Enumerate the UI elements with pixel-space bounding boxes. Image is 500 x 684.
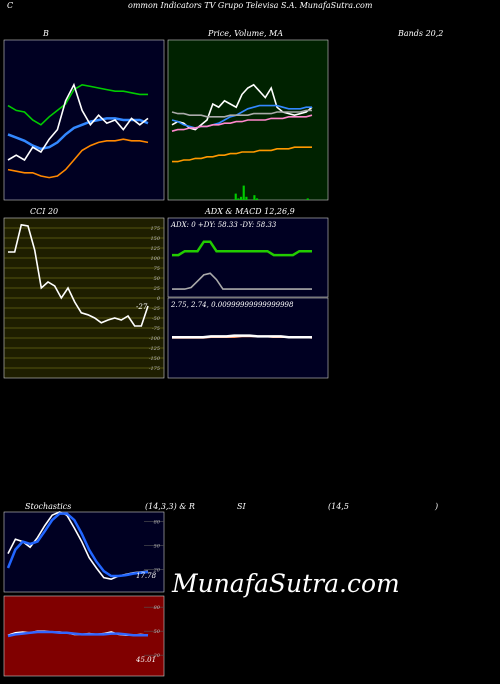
y-tick-label: 20	[153, 653, 161, 659]
label: (14,5	[328, 502, 349, 511]
y-tick-label: -25	[152, 306, 160, 312]
y-tick-label: 0	[157, 296, 161, 302]
y-tick-label: 50	[154, 276, 161, 282]
series-line	[171, 109, 312, 118]
series-line	[7, 82, 149, 162]
y-tick-label: 150	[150, 236, 160, 242]
label: B	[42, 29, 49, 38]
y-tick-label: 175	[150, 226, 160, 232]
volume-bar	[237, 198, 240, 200]
y-tick-label: 100	[150, 256, 160, 262]
watermark: MunafaSutra.com	[171, 569, 400, 598]
y-tick-label: 80	[154, 605, 161, 611]
y-tick-label: -150	[149, 356, 161, 362]
label: SI	[237, 502, 246, 511]
y-tick-label: 20	[153, 568, 161, 574]
y-tick-label: -50	[152, 316, 161, 322]
y-tick-label: 50	[154, 629, 161, 635]
y-tick-label: -75	[152, 326, 160, 332]
y-tick-label: -125	[149, 346, 160, 352]
annotation: 17.78	[136, 572, 157, 580]
y-tick-label: 50	[154, 544, 161, 550]
label: Stochastics	[25, 502, 71, 511]
volume-bar	[240, 196, 243, 200]
label: CCI 20	[30, 207, 58, 216]
y-tick-label: -100	[149, 336, 161, 342]
y-tick-label: 75	[154, 266, 160, 272]
series-line	[171, 83, 313, 131]
title-initial: C	[7, 1, 13, 10]
volume-bar	[234, 193, 237, 200]
series-line	[172, 146, 312, 163]
series-line	[6, 512, 149, 578]
label: ADX & MACD 12,26,9	[204, 207, 295, 216]
panel-bg	[167, 217, 329, 298]
volume-bar	[245, 196, 248, 200]
annotation: 45.01	[135, 656, 156, 664]
y-tick-label: 80	[154, 520, 161, 526]
label: (14,3,3) & R	[145, 502, 195, 511]
label: Bands 20,2	[397, 29, 443, 38]
series-line	[8, 223, 149, 327]
y-tick-label: 125	[150, 246, 160, 252]
annotation: ADX: 0 +DY: 58.33 -DY: 58.33	[170, 221, 277, 229]
volume-bar	[253, 195, 256, 200]
series-line	[7, 117, 149, 151]
series-line	[7, 83, 148, 126]
title: ommon Indicators TV Grupo Televisa S.A. …	[128, 1, 373, 10]
y-tick-label: 25	[153, 286, 160, 292]
series-line	[172, 334, 312, 339]
series-line	[172, 272, 312, 290]
series-line	[7, 630, 148, 638]
annotation: 2.75, 2.74, 0.00999999999999998	[170, 301, 294, 309]
label: )	[434, 502, 438, 511]
panel-bg	[3, 511, 165, 593]
series-line	[171, 114, 313, 132]
label: Price, Volume, MA	[207, 29, 283, 38]
series-line	[172, 240, 312, 257]
y-tick-label: -175	[149, 366, 160, 372]
annotation: -27	[136, 303, 148, 311]
volume-bar	[242, 185, 245, 200]
volume-bar	[256, 198, 259, 200]
series-line	[7, 138, 149, 179]
volume-bar	[306, 198, 309, 200]
